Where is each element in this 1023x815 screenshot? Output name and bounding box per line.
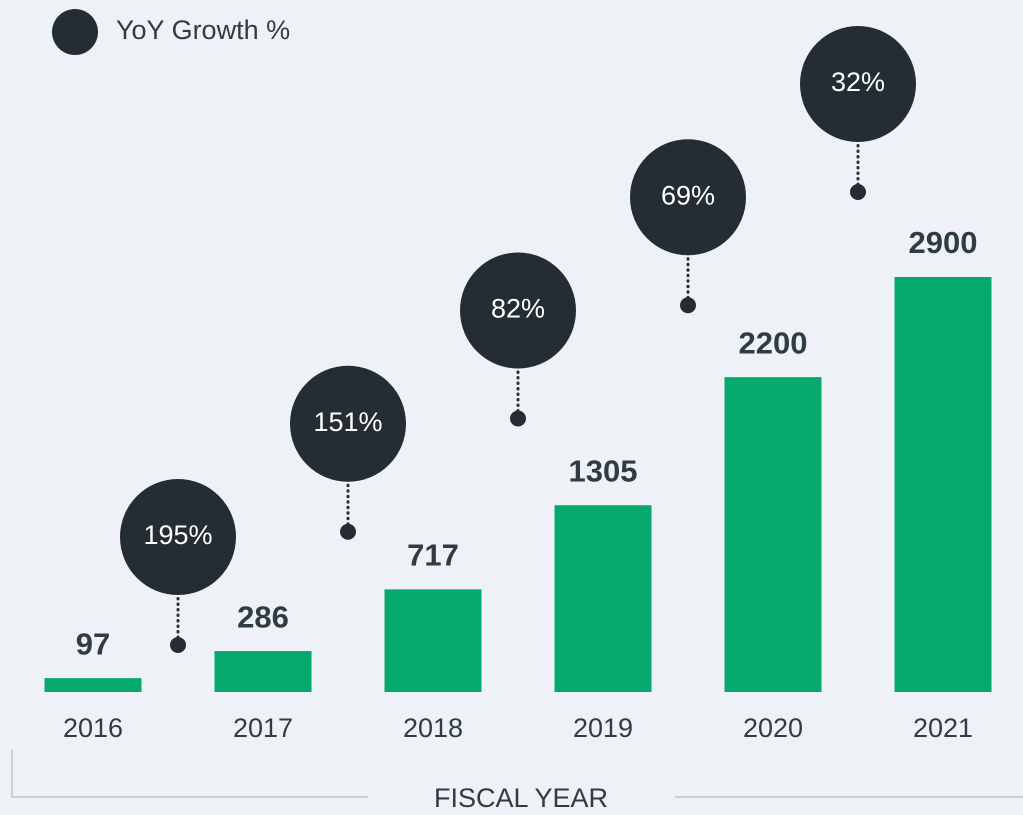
- x-axis-title: FISCAL YEAR: [434, 783, 608, 813]
- growth-anchor-dot: [850, 184, 866, 200]
- growth-anchor-dot: [680, 297, 696, 314]
- growth-bubble: [630, 139, 746, 256]
- x-tick-label: 2020: [743, 713, 803, 743]
- bar: [554, 505, 652, 692]
- growth-label: 82%: [491, 294, 545, 324]
- growth-label: 69%: [661, 180, 715, 210]
- growth-bubble: [120, 479, 236, 595]
- bar-value-label: 97: [76, 626, 110, 661]
- growth-label: 32%: [831, 67, 885, 97]
- growth-bubble: [460, 252, 576, 369]
- growth-bubble: [290, 365, 406, 482]
- legend-marker: [52, 9, 98, 55]
- growth-anchor-dot: [340, 523, 356, 540]
- bar-value-label: 1305: [569, 453, 638, 488]
- x-tick-label: 2021: [913, 713, 973, 743]
- bar-value-label: 2900: [909, 225, 978, 260]
- bar: [384, 589, 482, 692]
- bar: [894, 277, 992, 692]
- bar: [724, 377, 822, 692]
- x-tick-label: 2019: [573, 713, 633, 743]
- growth-label: 151%: [313, 407, 382, 437]
- growth-label: 195%: [143, 520, 212, 550]
- growth-anchor-dot: [510, 410, 526, 427]
- x-tick-label: 2016: [63, 713, 123, 743]
- bar-value-label: 717: [407, 538, 459, 573]
- x-tick-label: 2017: [233, 713, 293, 743]
- legend-label: YoY Growth %: [116, 15, 290, 45]
- bar-value-label: 2200: [739, 325, 808, 360]
- x-tick-label: 2018: [403, 713, 463, 743]
- growth-anchor-dot: [170, 637, 186, 653]
- bar: [44, 678, 142, 692]
- bar-value-label: 286: [237, 599, 289, 634]
- axis-bracket: [11, 750, 368, 798]
- growth-bubble: [800, 26, 916, 142]
- bar: [214, 651, 312, 692]
